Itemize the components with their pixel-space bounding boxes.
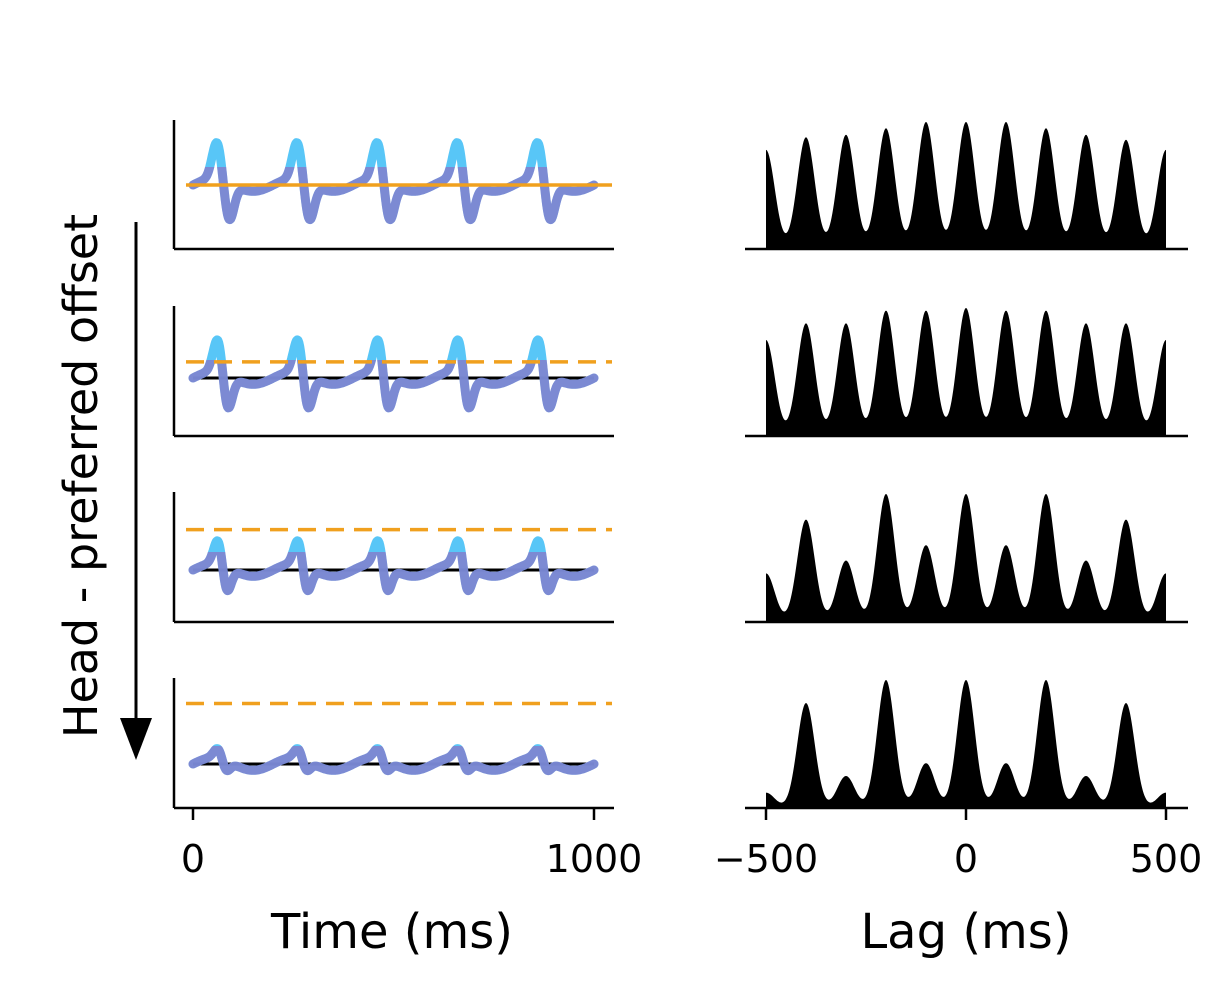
autocorr-panel bbox=[745, 494, 1188, 624]
time-panel bbox=[172, 306, 614, 438]
time-traces-chart: 0 1000 bbox=[172, 120, 643, 881]
autocorrelation-chart: −500 0 500 bbox=[714, 122, 1202, 881]
autocorr-area bbox=[766, 680, 1166, 808]
series-trace-shade bbox=[188, 360, 599, 413]
autocorr-panel bbox=[745, 680, 1188, 810]
x-tick-label: 500 bbox=[1130, 837, 1203, 881]
autocorr-area bbox=[766, 122, 1166, 249]
series-trace-shade bbox=[188, 167, 599, 225]
time-panel bbox=[172, 678, 614, 810]
down-arrow-icon bbox=[120, 222, 152, 760]
series-trace-shade bbox=[188, 746, 599, 776]
x-tick-label: 1000 bbox=[546, 837, 643, 881]
side-axis-label: Head - preferred offset bbox=[54, 214, 108, 738]
time-panel bbox=[172, 120, 614, 251]
x-tick-label: 0 bbox=[954, 837, 978, 881]
autocorr-area bbox=[766, 308, 1166, 436]
left-x-axis-label: Time (ms) bbox=[270, 904, 513, 960]
time-panel bbox=[172, 492, 614, 624]
autocorr-panel bbox=[745, 122, 1188, 251]
right-x-axis-label: Lag (ms) bbox=[860, 904, 1071, 960]
x-tick-label: −500 bbox=[714, 837, 818, 881]
autocorr-area bbox=[766, 494, 1166, 622]
x-tick-label: 0 bbox=[181, 837, 205, 881]
autocorr-panel bbox=[745, 308, 1188, 438]
series-trace-shade bbox=[188, 552, 599, 596]
